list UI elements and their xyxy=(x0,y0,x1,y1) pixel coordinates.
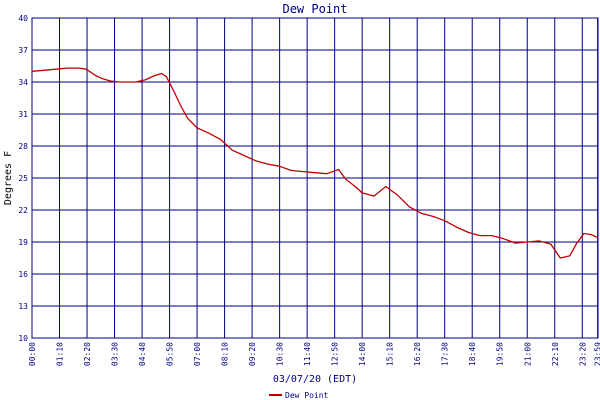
x-tick-label: 15:10 xyxy=(386,342,395,366)
y-tick-label: 37 xyxy=(18,46,28,55)
x-tick-label: 07:00 xyxy=(193,342,202,366)
x-tick-label: 10:30 xyxy=(276,342,285,366)
y-axis-ticks: 10 13 16 19 22 25 28 31 34 37 40 xyxy=(18,14,28,343)
chart-title: Dew Point xyxy=(282,2,347,16)
y-tick-label: 16 xyxy=(18,270,28,279)
y-axis-label: Degrees F xyxy=(3,151,14,205)
x-tick-label: 14:00 xyxy=(358,342,367,366)
x-tick-label: 23:59 xyxy=(594,342,600,366)
x-tick-label: 09:20 xyxy=(248,342,257,366)
x-axis-ticks: 00:00 01:10 02:20 03:30 04:40 05:50 07:00 08:10… xyxy=(28,342,600,366)
x-tick-label: 04:40 xyxy=(138,342,147,366)
series-line-dew-point xyxy=(31,67,599,259)
x-tick-label: 03:30 xyxy=(111,342,120,366)
y-tick-label: 13 xyxy=(18,302,28,311)
x-tick-label: 21:00 xyxy=(523,342,532,366)
legend-label: Dew Point xyxy=(285,391,329,400)
x-tick-label: 23:20 xyxy=(578,342,587,366)
y-tick-label: 19 xyxy=(18,238,28,247)
y-tick-label: 40 xyxy=(18,14,28,23)
x-tick-label: 01:10 xyxy=(56,342,65,366)
y-tick-label: 22 xyxy=(18,206,28,215)
x-tick-label: 12:50 xyxy=(331,342,340,366)
x-tick-label: 05:50 xyxy=(166,342,175,366)
x-tick-label: 02:20 xyxy=(83,342,92,366)
horizontal-grid xyxy=(32,17,598,339)
x-tick-label: 17:30 xyxy=(441,342,450,366)
y-tick-label: 25 xyxy=(18,174,28,183)
x-tick-label: 11:40 xyxy=(303,342,312,366)
series-layer xyxy=(31,67,599,259)
x-tick-label: 08:10 xyxy=(221,342,230,366)
x-axis-label: 03/07/20 (EDT) xyxy=(273,374,357,385)
y-tick-label: 10 xyxy=(18,334,28,343)
x-tick-label: 00:00 xyxy=(28,342,37,366)
x-tick-label: 18:40 xyxy=(468,342,477,366)
legend: Dew Point xyxy=(269,391,329,400)
y-tick-label: 28 xyxy=(18,142,28,151)
x-tick-label: 16:20 xyxy=(413,342,422,366)
y-tick-label: 34 xyxy=(18,78,28,87)
x-tick-label: 19:50 xyxy=(496,342,505,366)
x-tick-label: 22:10 xyxy=(551,342,560,366)
y-tick-label: 31 xyxy=(18,110,28,119)
